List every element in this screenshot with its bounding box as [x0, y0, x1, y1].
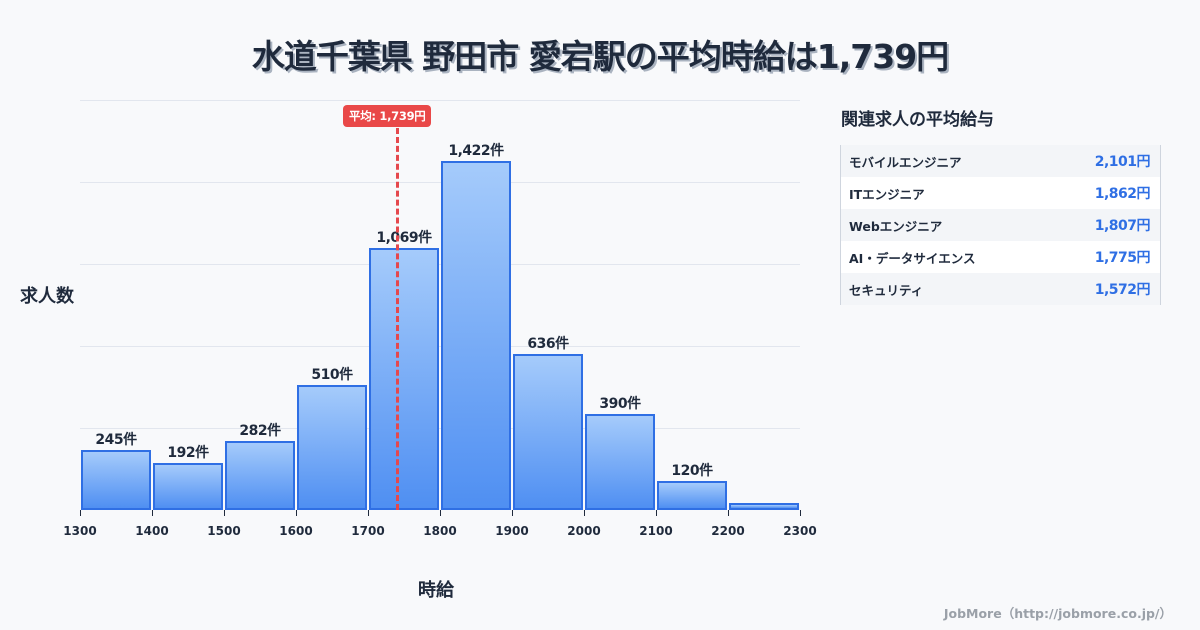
- histogram-bar: [153, 462, 223, 510]
- x-tick-label: 1900: [495, 524, 529, 538]
- x-tick-label: 2300: [783, 524, 817, 538]
- related-job-row: Webエンジニア 1,807円: [841, 209, 1160, 241]
- x-tick: [728, 510, 729, 516]
- histogram-bar: [297, 384, 367, 510]
- x-tick: [368, 510, 369, 516]
- histogram-bar: [729, 502, 799, 510]
- grid-line: [80, 100, 800, 101]
- bar-value-label: 245件: [95, 431, 137, 448]
- related-jobs-table: モバイルエンジニア 2,101円 ITエンジニア 1,862円 Webエンジニア…: [840, 145, 1161, 305]
- bar-value-label: 120件: [671, 462, 713, 479]
- x-tick: [152, 510, 153, 516]
- job-avg-wage: 1,775円: [1094, 250, 1151, 266]
- job-name: ITエンジニア: [849, 186, 925, 202]
- y-axis-label: 求人数: [20, 286, 74, 307]
- related-job-row: ITエンジニア 1,862円: [841, 177, 1160, 209]
- x-tick: [512, 510, 513, 516]
- grid-line: [80, 264, 800, 265]
- job-avg-wage: 2,101円: [1094, 154, 1151, 170]
- x-tick-label: 1800: [423, 524, 457, 538]
- histogram-bar: [225, 440, 295, 510]
- related-job-row: モバイルエンジニア 2,101円: [841, 145, 1160, 177]
- histogram-bar: [513, 353, 583, 510]
- x-tick: [80, 510, 81, 516]
- footer-credit: JobMore（http://jobmore.co.jp/）: [943, 606, 1172, 621]
- bar-value-label: 192件: [167, 444, 209, 461]
- x-tick: [800, 510, 801, 516]
- grid-line: [80, 428, 800, 429]
- x-tick-label: 1400: [135, 524, 169, 538]
- job-avg-wage: 1,572円: [1094, 282, 1151, 298]
- related-job-row: AI・データサイエンス 1,775円: [841, 241, 1160, 273]
- x-tick-label: 1500: [207, 524, 241, 538]
- page-title: 水道千葉県 野田市 愛宕駅の平均時給は1,739円: [251, 37, 949, 76]
- x-tick: [296, 510, 297, 516]
- bar-value-label: 1,422件: [448, 142, 504, 159]
- job-name: Webエンジニア: [849, 218, 943, 234]
- x-tick-label: 1700: [351, 524, 385, 538]
- bar-value-label: 390件: [599, 396, 641, 413]
- grid-line: [80, 346, 800, 347]
- x-tick: [584, 510, 585, 516]
- average-badge: 平均: 1,739円: [343, 105, 432, 127]
- x-tick: [224, 510, 225, 516]
- x-tick: [440, 510, 441, 516]
- job-name: モバイルエンジニア: [849, 154, 962, 170]
- x-tick-label: 1600: [279, 524, 313, 538]
- job-avg-wage: 1,862円: [1094, 186, 1151, 202]
- job-avg-wage: 1,807円: [1094, 218, 1151, 234]
- x-tick-label: 2100: [639, 524, 673, 538]
- x-axis-label: 時給: [418, 580, 454, 601]
- bar-value-label: 510件: [311, 366, 353, 383]
- bar-value-label: 282件: [239, 422, 281, 439]
- histogram-bar: [369, 247, 439, 510]
- histogram-plot-area: 245件 192件 282件 510件 1,069件 1,422件 636件 390件 120件: [80, 100, 800, 510]
- x-tick-label: 2000: [567, 524, 601, 538]
- x-tick-label: 2200: [711, 524, 745, 538]
- related-job-row: セキュリティ 1,572円: [841, 273, 1160, 305]
- histogram-bar: [657, 480, 727, 510]
- job-name: AI・データサイエンス: [849, 250, 976, 266]
- histogram-bar: [585, 414, 655, 510]
- histogram-bar: [81, 449, 151, 510]
- x-tick: [656, 510, 657, 516]
- average-line: [396, 128, 399, 510]
- job-name: セキュリティ: [849, 282, 924, 298]
- x-tick-label: 1300: [63, 524, 97, 538]
- grid-line: [80, 182, 800, 183]
- related-jobs-title: 関連求人の平均給与: [841, 110, 994, 130]
- bar-value-label: 1,069件: [376, 229, 432, 246]
- bar-value-label: 636件: [527, 335, 569, 352]
- histogram-bar: [441, 160, 511, 510]
